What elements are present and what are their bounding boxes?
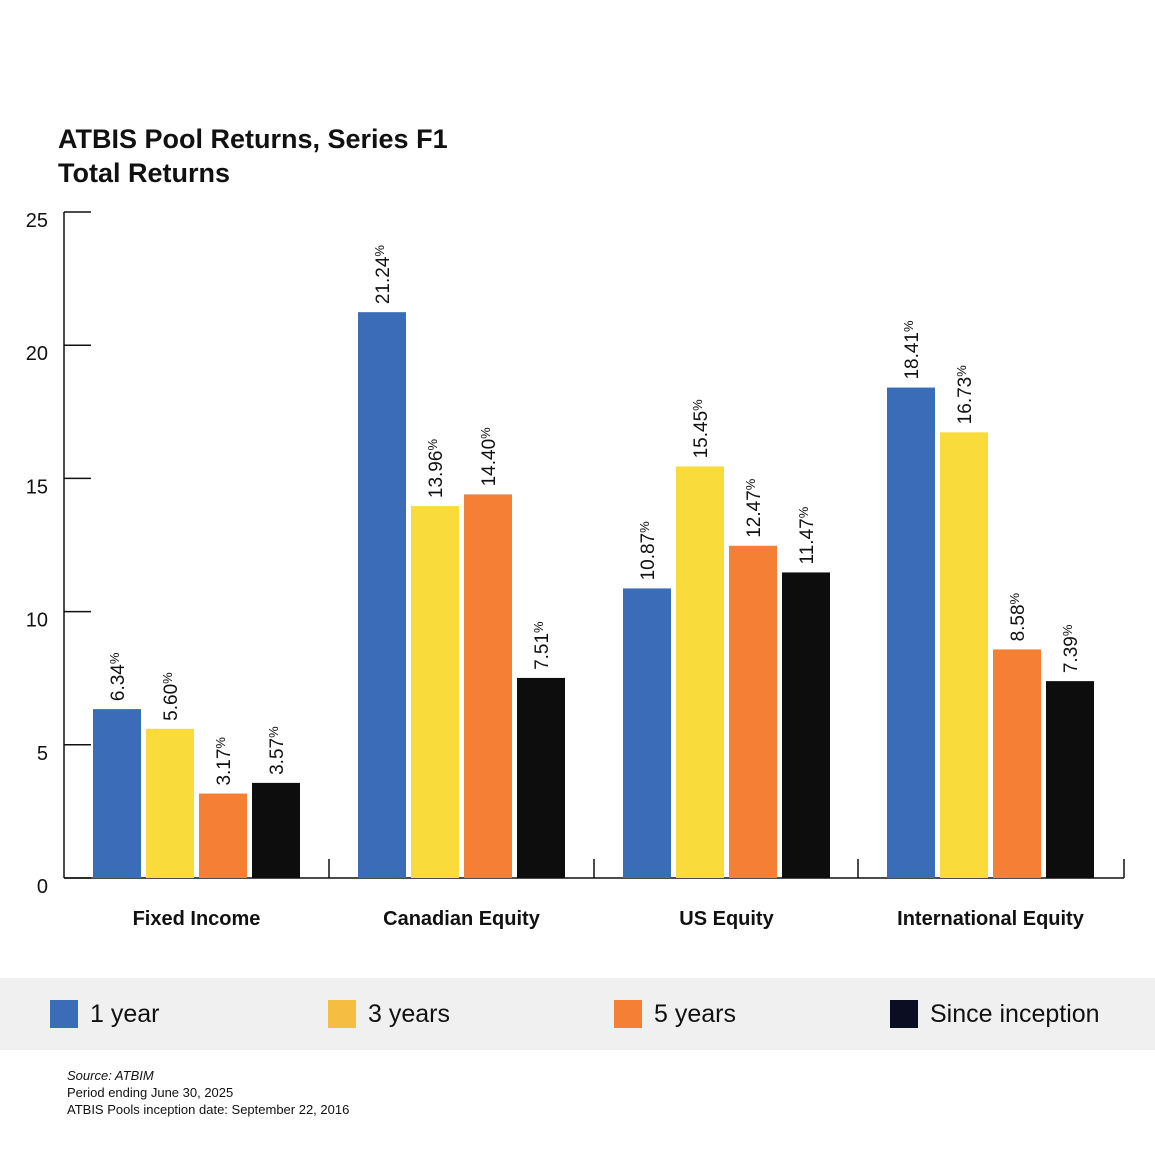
footnotes: Source: ATBIM Period ending June 30, 202…: [67, 1067, 349, 1118]
data-label-international-equity-1-year: 18.41%: [901, 320, 923, 380]
bar-canadian-equity-1-year: [358, 312, 406, 879]
bar-us-equity-1-year: [623, 588, 671, 878]
bar-fixed-income-1-year: [93, 709, 141, 878]
legend: 1 year 3 years 5 years Since inception: [0, 978, 1155, 1050]
data-label-us-equity-since-inception: 11.47%: [796, 506, 818, 564]
legend-swatch-5-years: [614, 1000, 642, 1028]
data-label-canadian-equity-since-inception: 7.51%: [531, 621, 553, 670]
legend-item-since-inception: Since inception: [890, 997, 1100, 1031]
axes: 0 5 10 15 20 25 Fixed Income Canadian Equity US …: [26, 210, 1125, 930]
chart-title-line-1: ATBIS Pool Returns, Series F1: [58, 124, 448, 154]
x-category-label-international-equity: International Equity: [897, 908, 1085, 930]
data-label-canadian-equity-3-years: 13.96%: [425, 439, 447, 499]
bar-international-equity-since-inception: [1046, 681, 1094, 878]
data-label-canadian-equity-1-year: 21.24%: [372, 245, 394, 305]
legend-label-5-years: 5 years: [654, 999, 736, 1028]
chart-title-line-2: Total Returns: [58, 158, 231, 188]
bar-canadian-equity-5-years: [464, 494, 512, 878]
bars: [93, 312, 1094, 879]
bar-fixed-income-3-years: [146, 728, 194, 878]
data-label-us-equity-5-years: 12.47%: [743, 478, 765, 538]
data-label-us-equity-3-years: 15.45%: [690, 399, 712, 459]
legend-label-3-years: 3 years: [368, 999, 450, 1028]
data-label-international-equity-since-inception: 7.39%: [1060, 624, 1082, 673]
bar-international-equity-3-years: [940, 432, 988, 878]
chart-title: ATBIS Pool Returns, Series F1 Total Retu…: [58, 122, 448, 190]
data-label-fixed-income-1-year: 6.34%: [107, 652, 129, 701]
bar-canadian-equity-3-years: [411, 506, 459, 878]
y-tick-label-25: 25: [26, 210, 48, 232]
y-tick-label-20: 20: [26, 343, 48, 365]
inception-note: ATBIS Pools inception date: September 22…: [67, 1102, 350, 1117]
bar-us-equity-3-years: [676, 466, 724, 878]
y-tick-label-5: 5: [37, 743, 48, 765]
bar-us-equity-5-years: [729, 545, 777, 878]
data-label-international-equity-5-years: 8.58%: [1007, 592, 1029, 641]
legend-label-1-year: 1 year: [90, 999, 160, 1028]
y-tick-label-15: 15: [26, 476, 48, 498]
legend-item-1-year: 1 year: [50, 997, 159, 1031]
bar-fixed-income-since-inception: [252, 782, 300, 878]
data-label-international-equity-3-years: 16.73%: [954, 365, 976, 425]
bar-international-equity-5-years: [993, 649, 1041, 878]
x-category-label-fixed-income: Fixed Income: [133, 908, 261, 930]
data-labels: 6.34% 5.60% 3.17% 3.57% 21.24% 13.96% 14.40% 7.…: [107, 245, 1082, 786]
legend-swatch-since-inception: [890, 1000, 918, 1028]
bar-chart: 0 5 10 15 20 25 Fixed Income Canadian Equity US …: [26, 210, 1125, 930]
y-tick-label-0: 0: [37, 876, 48, 898]
data-label-fixed-income-5-years: 3.17%: [213, 737, 235, 786]
bar-fixed-income-5-years: [199, 793, 247, 878]
data-label-us-equity-1-year: 10.87%: [637, 521, 659, 581]
legend-label-since-inception: Since inception: [930, 999, 1100, 1028]
x-category-label-canadian-equity: Canadian Equity: [383, 908, 541, 930]
bar-canadian-equity-since-inception: [517, 677, 565, 878]
legend-item-3-years: 3 years: [328, 997, 450, 1031]
legend-item-5-years: 5 years: [614, 997, 736, 1031]
source-note: Source: ATBIM: [67, 1068, 154, 1083]
legend-swatch-3-years: [328, 1000, 356, 1028]
data-label-fixed-income-since-inception: 3.57%: [266, 726, 288, 775]
bar-us-equity-since-inception: [782, 572, 830, 878]
period-note: Period ending June 30, 2025: [67, 1085, 234, 1100]
data-label-fixed-income-3-years: 5.60%: [160, 672, 182, 721]
y-tick-label-10: 10: [26, 610, 48, 632]
legend-swatch-1-year: [50, 1000, 78, 1028]
x-category-label-us-equity: US Equity: [679, 908, 774, 930]
bar-international-equity-1-year: [887, 387, 935, 878]
data-label-canadian-equity-5-years: 14.40%: [478, 427, 500, 487]
